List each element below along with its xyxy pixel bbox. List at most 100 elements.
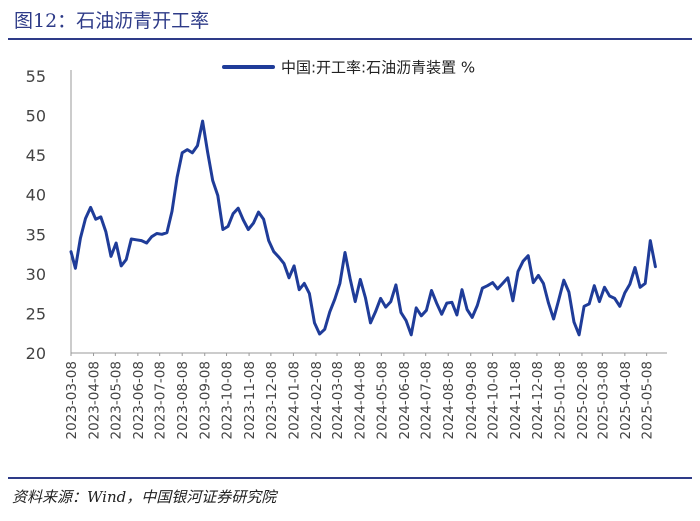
data-point xyxy=(507,277,509,279)
data-point xyxy=(135,239,138,241)
data-point xyxy=(395,284,397,286)
data-point xyxy=(156,232,158,235)
data-point xyxy=(89,206,92,209)
y-tick-label: 35 xyxy=(26,225,46,244)
x-tick-label: 2025-01-08 xyxy=(552,361,568,439)
data-point xyxy=(298,288,301,291)
data-point xyxy=(211,179,214,182)
x-tick-label: 2024-09-08 xyxy=(464,361,480,439)
data-point xyxy=(583,305,585,308)
data-point xyxy=(552,318,555,320)
x-tick-label: 2023-10-08 xyxy=(220,361,236,439)
data-point xyxy=(522,260,524,262)
data-point xyxy=(379,297,382,300)
data-point xyxy=(537,274,540,277)
data-point xyxy=(222,228,224,231)
data-point xyxy=(237,207,239,209)
data-point xyxy=(644,282,646,285)
data-point xyxy=(466,308,468,311)
data-point xyxy=(150,235,153,238)
y-tick-label: 40 xyxy=(26,186,46,205)
source-note: 资料来源：Wind，中国银河证券研究院 xyxy=(12,488,277,506)
data-point xyxy=(140,239,143,242)
data-point xyxy=(349,277,351,280)
x-tick-label: 2024-07-08 xyxy=(419,361,435,439)
data-point xyxy=(191,152,194,154)
data-point xyxy=(181,152,183,154)
x-tick-label: 2024-11-08 xyxy=(508,361,524,439)
data-point xyxy=(384,306,387,308)
data-point xyxy=(374,311,377,313)
data-point xyxy=(603,286,606,289)
data-point xyxy=(547,302,550,304)
x-tick-label: 2023-12-08 xyxy=(264,361,280,439)
footer-divider xyxy=(8,477,692,479)
x-tick-label: 2023-09-08 xyxy=(198,361,214,439)
data-point xyxy=(364,296,367,299)
x-tick-label: 2024-08-08 xyxy=(441,361,457,439)
y-tick-label: 20 xyxy=(26,344,46,363)
data-point xyxy=(369,322,372,324)
data-point xyxy=(420,315,423,317)
data-point xyxy=(613,297,616,300)
data-point xyxy=(262,218,265,220)
data-point xyxy=(283,262,285,265)
series-line xyxy=(69,119,657,337)
x-tick-label: 2023-04-08 xyxy=(87,361,103,439)
data-point xyxy=(563,279,565,281)
x-tick-label: 2024-05-08 xyxy=(374,361,390,439)
data-point xyxy=(501,282,504,285)
x-tick-label: 2025-03-08 xyxy=(595,361,611,439)
data-point xyxy=(354,300,357,303)
y-tick-label: 50 xyxy=(26,107,46,126)
data-point xyxy=(440,313,443,316)
data-point xyxy=(125,258,127,261)
data-point xyxy=(334,298,336,301)
data-point xyxy=(598,300,601,303)
data-point xyxy=(471,316,474,319)
x-tick-label: 2024-03-08 xyxy=(330,361,346,439)
data-point xyxy=(196,144,199,147)
legend-label: 中国:开工率:石油沥青装置 % xyxy=(281,59,475,77)
data-point xyxy=(206,151,209,153)
data-point xyxy=(451,301,453,304)
data-point xyxy=(410,334,413,336)
y-tick-label: 45 xyxy=(26,146,46,165)
data-point xyxy=(303,282,306,285)
data-point xyxy=(171,210,173,213)
data-point xyxy=(100,216,102,218)
data-point xyxy=(527,254,529,257)
data-point xyxy=(339,282,341,285)
x-tick-label: 2024-12-08 xyxy=(530,361,546,439)
data-point xyxy=(110,255,112,258)
data-point xyxy=(247,228,250,231)
title-divider xyxy=(8,38,692,40)
data-point xyxy=(390,300,392,303)
data-point xyxy=(359,278,362,281)
data-point xyxy=(512,300,514,302)
data-point xyxy=(578,334,580,336)
data-point xyxy=(430,289,433,292)
y-tick-label: 25 xyxy=(26,304,46,323)
data-point xyxy=(491,281,494,284)
x-tick-label: 2024-10-08 xyxy=(486,361,502,439)
data-point xyxy=(425,309,428,312)
data-point xyxy=(318,333,321,335)
y-tick-label: 30 xyxy=(26,265,46,284)
x-tick-label: 2024-01-08 xyxy=(286,361,302,439)
data-point xyxy=(257,211,260,213)
data-point xyxy=(227,225,229,228)
x-tick-label: 2025-02-08 xyxy=(575,361,591,439)
data-point xyxy=(588,303,590,305)
data-point xyxy=(461,288,463,291)
data-point xyxy=(176,176,178,179)
line-chart: 20 25 30 35 40 45 50 55 2023-03-08 2023-04-08 2023… xyxy=(26,59,667,439)
data-point xyxy=(405,319,407,322)
data-point xyxy=(415,307,418,309)
data-point xyxy=(608,295,611,297)
data-point xyxy=(481,287,484,289)
data-point xyxy=(94,218,97,220)
data-point xyxy=(329,311,331,313)
data-point xyxy=(308,292,311,295)
data-point xyxy=(145,242,148,244)
